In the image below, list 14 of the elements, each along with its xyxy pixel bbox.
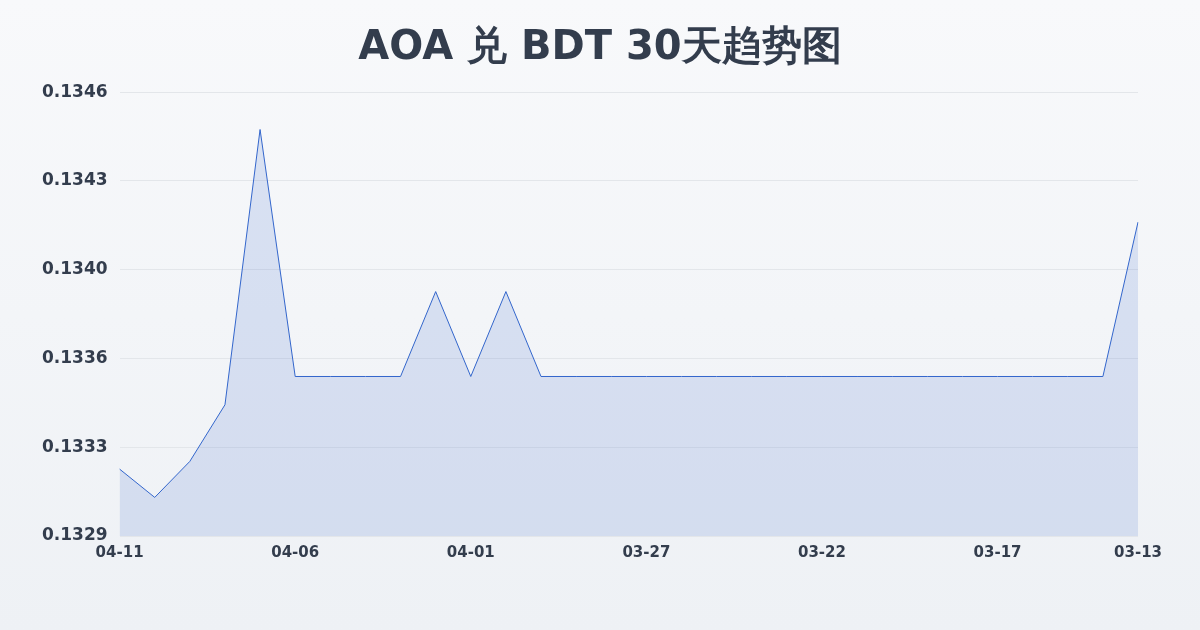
x-tick-label: 03-17: [973, 542, 1022, 561]
x-tick-label: 03-13: [1114, 542, 1163, 561]
y-tick-label: 0.1329: [41, 524, 108, 545]
x-tick-label: 03-22: [797, 542, 846, 561]
x-tick-label: 04-01: [446, 542, 495, 561]
y-tick-label: 0.1346: [41, 80, 108, 101]
x-tick-label: 04-06: [271, 542, 320, 561]
y-tick-label: 0.1336: [41, 346, 108, 367]
y-tick-label: 0.1340: [41, 258, 108, 279]
y-tick-label: 0.1343: [41, 169, 108, 190]
y-tick-label: 0.1333: [41, 435, 108, 456]
chart-title: AOA 兑 BDT 30天趋势图: [357, 21, 843, 70]
x-tick-label: 03-27: [622, 542, 671, 561]
x-tick-label: 04-11: [95, 542, 144, 561]
